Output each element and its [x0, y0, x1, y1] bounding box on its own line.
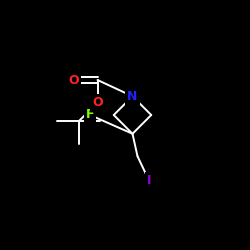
Text: O: O — [92, 96, 103, 109]
Text: N: N — [127, 90, 138, 103]
Text: F: F — [86, 108, 94, 122]
Text: I: I — [146, 174, 151, 186]
Text: O: O — [68, 74, 79, 86]
